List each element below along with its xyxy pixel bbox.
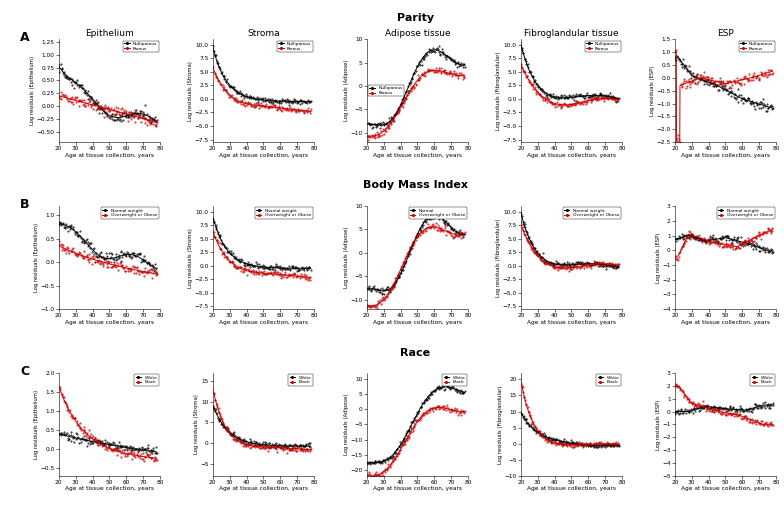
Legend: White, Black: White, Black [750,374,775,385]
Y-axis label: Log residuals (Epithelium): Log residuals (Epithelium) [34,390,39,459]
X-axis label: Age at tissue collection, years: Age at tissue collection, years [527,153,616,158]
X-axis label: Age at tissue collection, years: Age at tissue collection, years [219,320,308,325]
X-axis label: Age at tissue collection, years: Age at tissue collection, years [681,153,770,158]
Legend: Nulliparous, Parous: Nulliparous, Parous [277,41,313,52]
Text: Body Mass Index: Body Mass Index [363,180,468,190]
Text: B: B [20,198,30,211]
Y-axis label: Log residuals (Stroma): Log residuals (Stroma) [188,61,193,121]
X-axis label: Age at tissue collection, years: Age at tissue collection, years [373,320,462,325]
Y-axis label: Log residuals (ESP): Log residuals (ESP) [655,399,661,450]
Text: Parity: Parity [397,13,434,23]
X-axis label: Age at tissue collection, years: Age at tissue collection, years [527,320,616,325]
Legend: Nulliparous, Parous: Nulliparous, Parous [123,41,159,52]
Legend: Nulliparous, Parous: Nulliparous, Parous [368,85,404,96]
Legend: Nulliparous, Parous: Nulliparous, Parous [585,41,621,52]
Legend: Normal weight, Overweight or Obese: Normal weight, Overweight or Obese [563,208,621,219]
Y-axis label: Log residuals (Stroma): Log residuals (Stroma) [188,228,193,288]
X-axis label: Age at tissue collection, years: Age at tissue collection, years [219,153,308,158]
X-axis label: Age at tissue collection, years: Age at tissue collection, years [373,486,462,492]
X-axis label: Age at tissue collection, years: Age at tissue collection, years [527,486,616,492]
Legend: Normal weight, Overweight or Obese: Normal weight, Overweight or Obese [255,208,313,219]
X-axis label: Age at tissue collection, years: Age at tissue collection, years [681,486,770,492]
X-axis label: Age at tissue collection, years: Age at tissue collection, years [219,486,308,492]
Y-axis label: Log residuals (Stroma): Log residuals (Stroma) [194,394,198,454]
Y-axis label: Log residuals (Fibroglandular): Log residuals (Fibroglandular) [496,51,501,130]
Y-axis label: Log residuals (Adipose): Log residuals (Adipose) [344,227,349,288]
Y-axis label: Log residuals (Adipose): Log residuals (Adipose) [344,394,349,455]
Legend: Normal weight, Overweight or Obese: Normal weight, Overweight or Obese [717,208,775,219]
Y-axis label: Log residuals (Adipose): Log residuals (Adipose) [344,60,349,121]
Y-axis label: Log residuals (Epithelium): Log residuals (Epithelium) [31,56,35,126]
Legend: Nulliparous, Parous: Nulliparous, Parous [739,41,775,52]
Y-axis label: Log residuals (Fibroglandular): Log residuals (Fibroglandular) [496,218,501,297]
Title: Stroma: Stroma [247,29,280,39]
X-axis label: Age at tissue collection, years: Age at tissue collection, years [65,153,154,158]
Text: Race: Race [401,348,430,358]
Legend: Normal weight, Overweight or Obese: Normal weight, Overweight or Obese [100,208,159,219]
Text: A: A [20,31,30,44]
Y-axis label: Log residuals (ESP): Log residuals (ESP) [655,232,661,283]
Y-axis label: Log residuals (Epithelium): Log residuals (Epithelium) [34,223,39,292]
X-axis label: Age at tissue collection, years: Age at tissue collection, years [65,320,154,325]
Y-axis label: Log residuals (Fibroglandular): Log residuals (Fibroglandular) [498,385,503,464]
Y-axis label: Log residuals (ESP): Log residuals (ESP) [650,65,655,116]
Legend: Normal, Overweight or Obese: Normal, Overweight or Obese [408,208,466,219]
Title: Epithelium: Epithelium [85,29,134,39]
Legend: White, Black: White, Black [597,374,621,385]
Legend: White, Black: White, Black [442,374,466,385]
Title: Adipose tissue: Adipose tissue [385,29,450,39]
X-axis label: Age at tissue collection, years: Age at tissue collection, years [373,153,462,158]
Text: C: C [20,365,30,378]
Legend: White, Black: White, Black [134,374,159,385]
X-axis label: Age at tissue collection, years: Age at tissue collection, years [65,486,154,492]
Title: ESP: ESP [717,29,734,39]
X-axis label: Age at tissue collection, years: Age at tissue collection, years [681,320,770,325]
Legend: White, Black: White, Black [289,374,313,385]
Title: Fibroglandular tissue: Fibroglandular tissue [524,29,619,39]
